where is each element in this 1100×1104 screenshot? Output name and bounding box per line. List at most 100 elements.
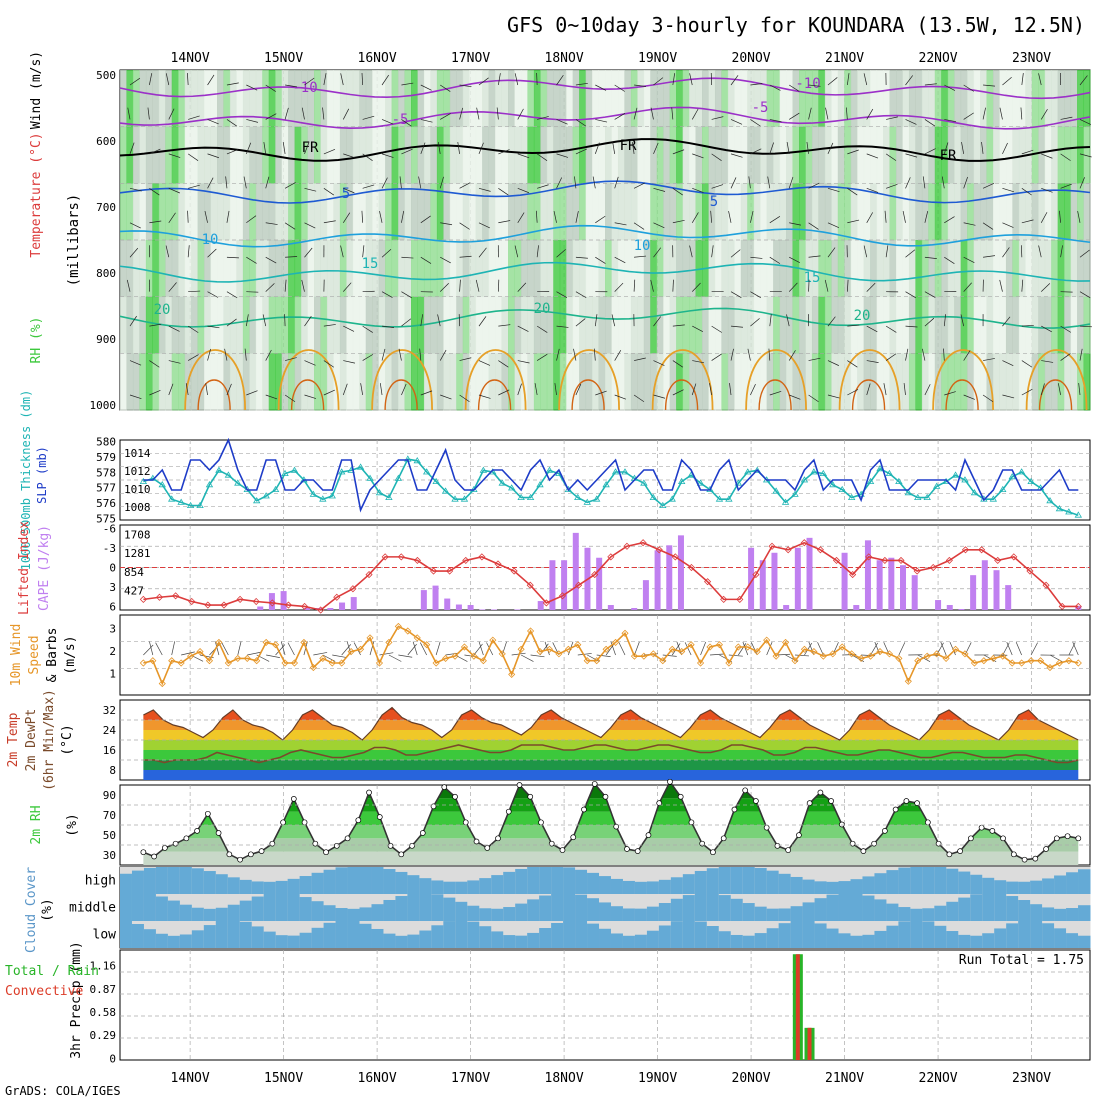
rh-shading-cell <box>243 240 250 297</box>
rh-shading-cell <box>566 297 573 354</box>
rh-shading-cell <box>178 70 185 127</box>
rh-shading-cell <box>256 353 263 410</box>
rh-shading-cell <box>780 127 787 184</box>
cloud-cell <box>1078 905 1090 921</box>
rh-shading-cell <box>825 240 832 297</box>
rh-shading-cell <box>230 240 237 297</box>
rh-shading-cell <box>1058 127 1065 184</box>
rh-shading-cell <box>573 297 580 354</box>
temp2m-tick-label: 24 <box>103 724 117 737</box>
contour-label: 10 <box>202 232 219 248</box>
date-label-bottom: 15NOV <box>264 1071 303 1086</box>
rh-shading-cell <box>359 353 366 410</box>
rh-shading-cell <box>825 127 832 184</box>
cape-tick-label: 1281 <box>124 547 151 560</box>
rh-shading-cell <box>1071 183 1078 240</box>
rh-shading-cell <box>877 353 884 410</box>
rh-shading-cell <box>844 127 851 184</box>
rh-shading-cell <box>560 240 567 297</box>
rh-shading-cell <box>592 127 599 184</box>
contour-label: -10 <box>292 80 317 96</box>
rh-shading-cell <box>295 70 302 127</box>
cloud-cell <box>1030 904 1042 921</box>
wind10-label: 10m Wind <box>9 624 24 687</box>
rh-shading-cell <box>715 183 722 240</box>
cloud-cell <box>647 907 659 921</box>
rh-shading-cell <box>631 353 638 410</box>
cloud-cell <box>431 894 443 921</box>
rh-shading-cell <box>663 183 670 240</box>
rh-shading-cell <box>191 183 198 240</box>
rh-shading-cell <box>308 297 315 354</box>
rh2m-line-point <box>345 836 350 841</box>
cloud-cell <box>898 868 910 894</box>
cloud-cell <box>982 878 994 894</box>
rh-shading-cell <box>120 297 127 354</box>
cloud-cell <box>707 894 719 921</box>
rh-shading-cell <box>1012 240 1019 297</box>
rh-shading-cell <box>314 70 321 127</box>
rh-shading-cell <box>424 127 431 184</box>
cloud-cell <box>970 875 982 894</box>
cloud-cell <box>419 894 431 921</box>
rh-shading-cell <box>624 353 631 410</box>
rh-shading-cell <box>534 353 541 410</box>
cloud-cell <box>551 894 563 921</box>
rh-shading-cell <box>424 240 431 297</box>
rh-shading-cell <box>566 127 573 184</box>
cloud-cell <box>731 935 743 948</box>
cape-bar <box>421 590 427 610</box>
rh-shading-cell <box>230 70 237 127</box>
wind10-tick-label: 2 <box>109 645 116 658</box>
cloud-cell <box>551 867 563 894</box>
rh-shading-cell <box>670 127 677 184</box>
rh-shading-cell <box>527 240 534 297</box>
temp2m-label: 2m DewPt <box>24 709 39 772</box>
precip-panel <box>120 950 1090 1060</box>
cloud-cell <box>862 935 874 948</box>
cloud-cell <box>300 897 312 921</box>
rh-shading-cell <box>599 127 606 184</box>
rh-shading-cell <box>708 297 715 354</box>
rh-shading-cell <box>489 127 496 184</box>
date-label-bottom: 22NOV <box>919 1071 958 1086</box>
rh-shading-cell <box>773 297 780 354</box>
rh-shading-cell <box>1045 297 1052 354</box>
cloud-cell <box>527 899 539 921</box>
rh-shading-cell <box>812 127 819 184</box>
cloud-cell <box>898 921 910 948</box>
rh-shading-cell <box>353 70 360 127</box>
cloud-cell <box>479 878 491 894</box>
rh-shading-cell <box>547 183 554 240</box>
rh2m-line-point <box>216 831 221 836</box>
rh-shading-cell <box>877 297 884 354</box>
rh-shading-cell <box>346 70 353 127</box>
cloud-cell <box>922 867 934 894</box>
temp2m-tick-label: 16 <box>103 744 116 757</box>
rh-shading-cell <box>437 353 444 410</box>
rh2m-tick-label: 70 <box>103 809 116 822</box>
rh2m-line-point <box>925 820 930 825</box>
rh-shading-cell <box>909 183 916 240</box>
rh-shading-cell <box>818 240 825 297</box>
rh-shading-cell <box>592 240 599 297</box>
rh-shading-cell <box>747 297 754 354</box>
rh-shading-cell <box>521 240 528 297</box>
rh-shading-cell <box>405 240 412 297</box>
pressure-tick-label: 600 <box>96 135 116 148</box>
rh-shading-cell <box>417 240 424 297</box>
rh-shading-cell <box>152 70 159 127</box>
contour-label: 15 <box>804 270 821 286</box>
rh-shading-cell <box>890 353 897 410</box>
rh-shading-cell <box>301 240 308 297</box>
rh-shading-cell <box>527 127 534 184</box>
legend-wind: Wind (m/s) <box>29 51 44 129</box>
date-label-top: 22NOV <box>919 51 958 66</box>
cloud-cell <box>755 868 767 894</box>
cloud-cell <box>360 924 372 948</box>
rh-shading-cell <box>417 127 424 184</box>
rh2m-line-point <box>700 841 705 846</box>
rh-shading-cell <box>185 183 192 240</box>
